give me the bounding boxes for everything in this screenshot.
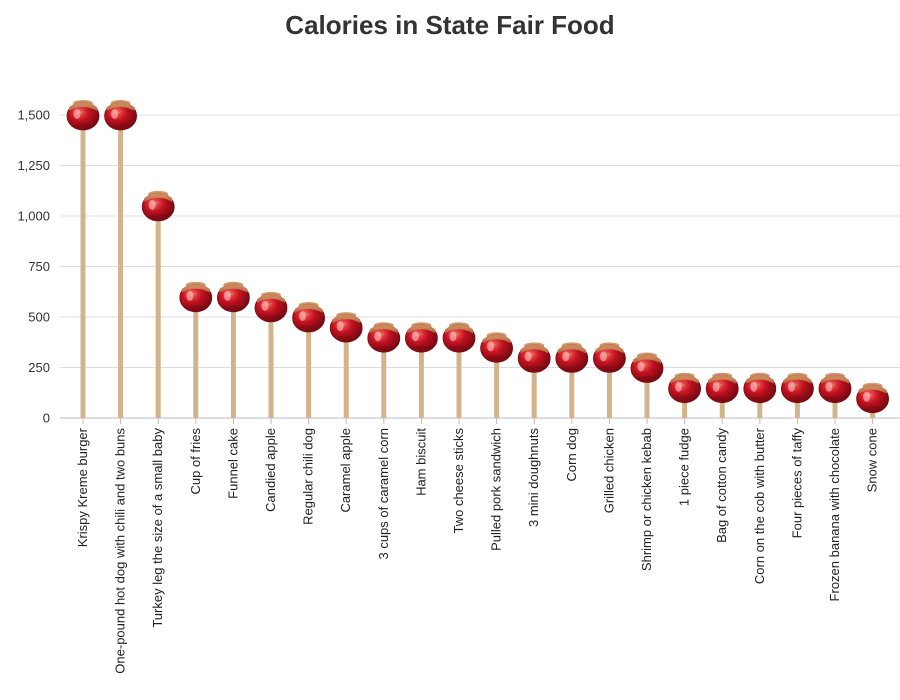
lollipop-stick	[230, 296, 236, 418]
chart-title: Calories in State Fair Food	[285, 10, 615, 40]
candy-apple-marker	[442, 322, 476, 353]
x-category-label: Snow cone	[865, 428, 880, 492]
lollipop-stick	[418, 337, 424, 418]
x-category-label: Corn dog	[564, 428, 579, 481]
lollipop-stick	[343, 327, 349, 418]
x-category-label: Funnel cake	[225, 428, 240, 499]
x-category-label: Four pieces of taffy	[789, 428, 804, 539]
candy-apple-marker	[404, 322, 438, 353]
x-category-label: 3 cups of caramel corn	[376, 428, 391, 560]
candy-apple-marker	[216, 281, 250, 313]
x-category-label: Cup of fries	[188, 428, 203, 495]
x-category-label: Corn on the cob with butter	[752, 427, 767, 584]
candy-apple-marker	[480, 332, 514, 363]
x-category-label: Grilled chicken	[601, 428, 616, 513]
lollipop-stick	[456, 337, 462, 418]
candy-apple-marker	[141, 190, 175, 222]
candy-apple-marker	[104, 100, 137, 131]
candy-apple-marker	[517, 342, 551, 373]
lollipop-stick	[381, 337, 387, 418]
lollipop-stick	[80, 115, 86, 418]
x-category-label: Frozen banana with chocolate	[827, 428, 842, 601]
x-category-label: Shrimp or chicken kebab	[639, 428, 654, 571]
y-tick-label: 250	[28, 360, 50, 375]
lollipop-stick	[606, 357, 612, 418]
lollipop-stick	[193, 296, 199, 418]
candy-apple-marker	[705, 372, 739, 404]
lollipop-stick	[306, 317, 312, 418]
candy-apple-marker	[66, 100, 100, 131]
candy-apple-marker	[630, 352, 664, 383]
x-category-label: Turkey leg the size of a small baby	[150, 428, 165, 628]
y-tick-label: 0	[43, 411, 50, 426]
candy-apple-marker	[292, 302, 326, 333]
candy-apple-marker	[254, 291, 288, 323]
x-category-label: Ham biscuit	[413, 428, 428, 496]
candy-apple-marker	[818, 372, 852, 404]
x-category-label: 1 piece fudge	[677, 428, 692, 506]
candy-apple-marker	[555, 342, 589, 373]
x-category-label: Candied apple	[263, 428, 278, 512]
candy-apple-marker	[781, 372, 814, 404]
x-category-label: Krispy Kreme burger	[75, 427, 90, 547]
x-category-label: Bag of cotton candy	[714, 428, 729, 543]
lollipop-stick	[531, 357, 537, 418]
lollipop-stick	[118, 115, 124, 418]
y-tick-label: 1,500	[17, 108, 50, 123]
x-category-label: One-pound hot dog with chili and two bun…	[113, 428, 128, 674]
y-tick-label: 1,000	[17, 209, 50, 224]
candy-apple-marker	[743, 372, 777, 404]
x-category-label: Regular chili dog	[301, 428, 316, 525]
candy-apple-marker	[179, 281, 213, 313]
y-tick-label: 750	[28, 259, 50, 274]
x-category-label: Caramel apple	[338, 428, 353, 513]
candy-apple-marker	[593, 342, 626, 373]
candy-apple-marker	[668, 372, 701, 404]
x-category-label: 3 mini doughnuts	[526, 428, 541, 528]
candy-apple-marker	[367, 322, 401, 353]
candy-apple-marker	[856, 382, 889, 414]
y-tick-label: 1,250	[17, 158, 50, 173]
y-tick-label: 500	[28, 310, 50, 325]
lollipop-stick	[268, 306, 274, 418]
lollipop-stick	[644, 367, 650, 418]
candy-apple-marker	[329, 312, 363, 343]
x-category-label: Pulled pork sandwich	[489, 428, 504, 551]
lollipop-stick	[155, 205, 161, 418]
lollipop-stick	[494, 347, 500, 418]
lollipop-stick	[569, 357, 575, 418]
x-category-label: Two cheese sticks	[451, 428, 466, 534]
